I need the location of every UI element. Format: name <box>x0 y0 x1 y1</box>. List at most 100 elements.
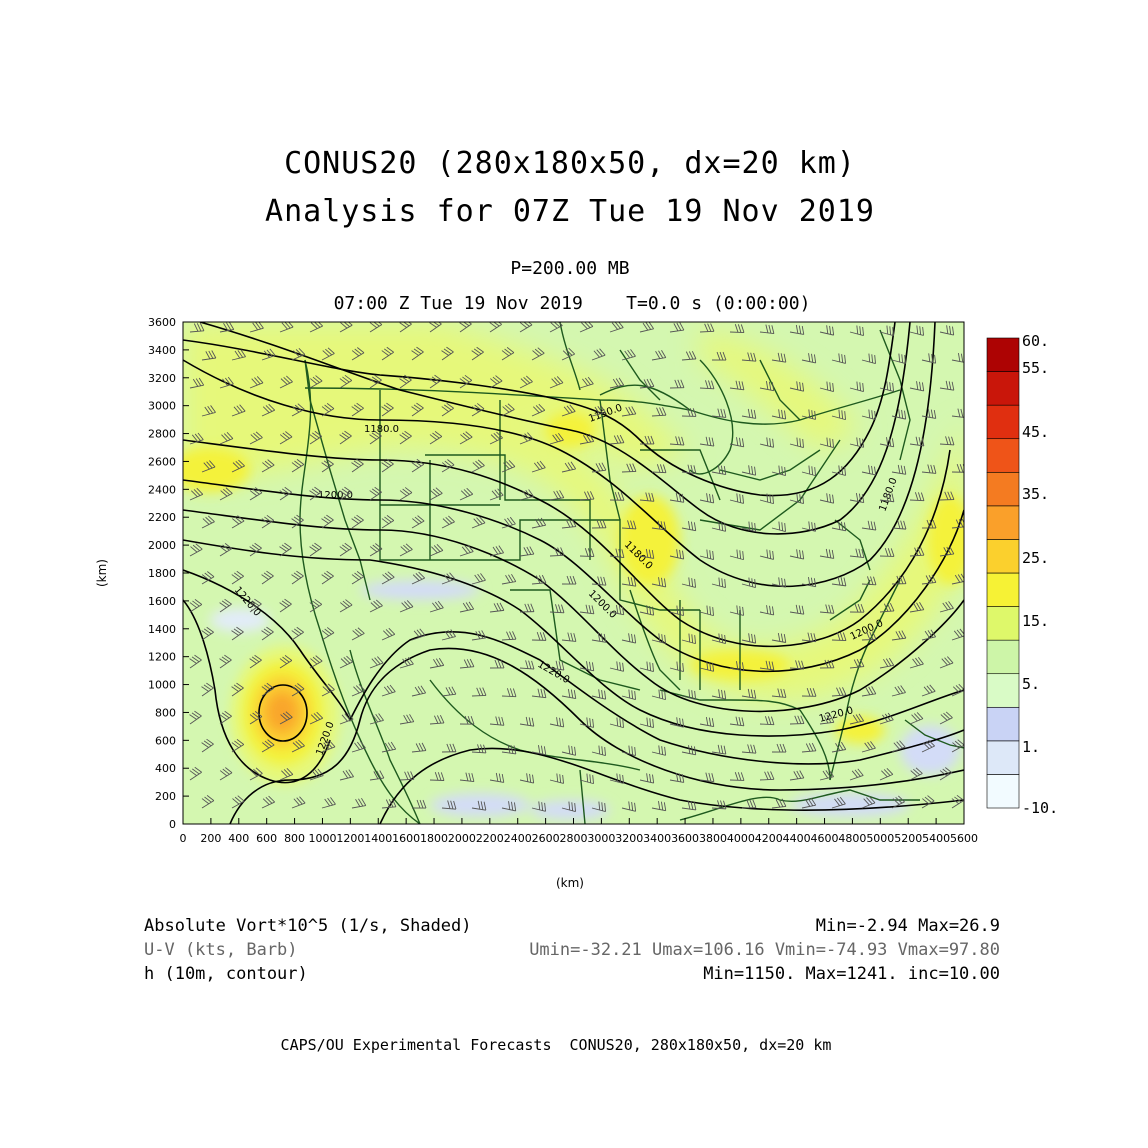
wind-barb <box>351 797 367 809</box>
wind-barb <box>369 486 382 501</box>
wind-barb <box>849 658 865 669</box>
wind-barb <box>261 403 276 417</box>
x-tick-label: 3400 <box>643 832 671 845</box>
wind-barb <box>321 570 334 585</box>
wind-barb <box>279 655 293 669</box>
wind-barb <box>459 601 475 613</box>
wind-barb <box>729 437 745 448</box>
wind-barb <box>309 375 323 389</box>
wind-barb <box>651 407 667 417</box>
wind-barb <box>651 464 667 474</box>
wind-barb <box>189 487 204 501</box>
wind-barb <box>891 685 906 697</box>
wind-barb <box>711 351 727 361</box>
wind-barb <box>891 353 906 364</box>
colorbar-swatch <box>986 774 1020 809</box>
x-tick-label: 800 <box>284 832 305 845</box>
colorbar-swatch <box>986 471 1020 507</box>
wind-barb <box>549 433 564 445</box>
colorbar-label: -10. <box>1022 799 1058 817</box>
x-tick-label: 2600 <box>532 832 560 845</box>
wind-barb <box>501 516 516 529</box>
y-tick-label: 800 <box>155 706 176 719</box>
wind-barb <box>879 492 895 503</box>
y-axis: 0 200 400 600 800 1000 1200 1400 1600 1800 2000 220… <box>148 316 189 831</box>
wind-barb <box>939 601 954 613</box>
wind-barb <box>801 687 817 697</box>
wind-barb <box>519 660 535 670</box>
wind-barb <box>729 772 745 781</box>
wind-barb <box>651 577 667 588</box>
wind-barb <box>669 772 685 783</box>
contour-line <box>183 509 964 713</box>
wind-barb <box>789 549 805 560</box>
wind-barb <box>249 654 262 669</box>
wind-barb <box>291 626 304 641</box>
wind-barb <box>561 632 577 642</box>
wind-barb <box>669 549 685 560</box>
wind-barb <box>939 436 955 446</box>
wind-barb <box>831 632 847 642</box>
contour-line <box>183 322 936 588</box>
wind-barb <box>921 629 937 641</box>
wind-barb <box>609 491 625 501</box>
height-legend: h (10m, contour) <box>144 964 308 984</box>
wind-barb <box>681 464 697 475</box>
colorbar-swatch <box>986 505 1020 540</box>
colorbar-label: 15. <box>1022 612 1049 630</box>
contour-line <box>183 439 951 648</box>
wind-barb <box>819 659 835 669</box>
wind-barb <box>321 514 334 529</box>
wind-barb <box>729 605 745 616</box>
wind-barb <box>411 402 424 417</box>
colorbar-swatch <box>986 371 1020 406</box>
shading-blue-lows <box>210 580 960 820</box>
wind-barb <box>279 431 293 445</box>
wind-barb <box>579 717 595 728</box>
wind-barb <box>861 353 876 365</box>
wind-barb <box>231 626 244 641</box>
wind-barb <box>249 487 263 501</box>
wind-barb <box>711 689 727 700</box>
wind-barb <box>441 629 456 641</box>
wind-barb <box>699 436 715 447</box>
wind-barb <box>411 571 426 585</box>
wind-barb <box>339 769 354 781</box>
wind-barb <box>849 548 865 558</box>
wind-barb <box>291 570 304 585</box>
wind-barb <box>891 630 907 641</box>
y-axis-label: (km) <box>95 559 109 587</box>
wind-barb <box>519 773 535 784</box>
wind-barb <box>771 521 786 533</box>
wind-barb <box>651 520 667 531</box>
wind-barb <box>531 574 547 585</box>
pressure-level: P=200.00 MB <box>510 258 630 279</box>
wind-barb <box>939 325 955 336</box>
wind-barb <box>339 599 353 613</box>
wind-barb <box>759 493 774 505</box>
colorbar-label: 25. <box>1022 549 1049 567</box>
wind-barb <box>651 745 667 756</box>
y-tick-label: 0 <box>169 818 176 831</box>
wind-barb <box>519 603 535 613</box>
wind-barb <box>639 548 655 559</box>
wind-barb <box>771 352 787 363</box>
wind-barb <box>639 773 655 784</box>
wind-barb <box>249 598 262 613</box>
x-tick-label: 2000 <box>448 832 476 845</box>
wind-barb <box>471 459 485 473</box>
wind-barb <box>561 801 576 813</box>
wind-barb <box>729 493 745 504</box>
wind-barb <box>819 493 835 504</box>
wind-barb <box>819 381 834 392</box>
wind-barb <box>591 462 607 473</box>
wind-barb <box>531 347 545 361</box>
wind-barb <box>579 773 594 785</box>
wind-barb <box>741 352 757 362</box>
wind-barb <box>771 465 786 476</box>
wind-barb <box>381 458 394 473</box>
contour-line <box>183 322 896 497</box>
wind-barb <box>861 576 877 586</box>
y-tick-label: 2800 <box>148 428 176 441</box>
wind-barb <box>441 800 457 810</box>
